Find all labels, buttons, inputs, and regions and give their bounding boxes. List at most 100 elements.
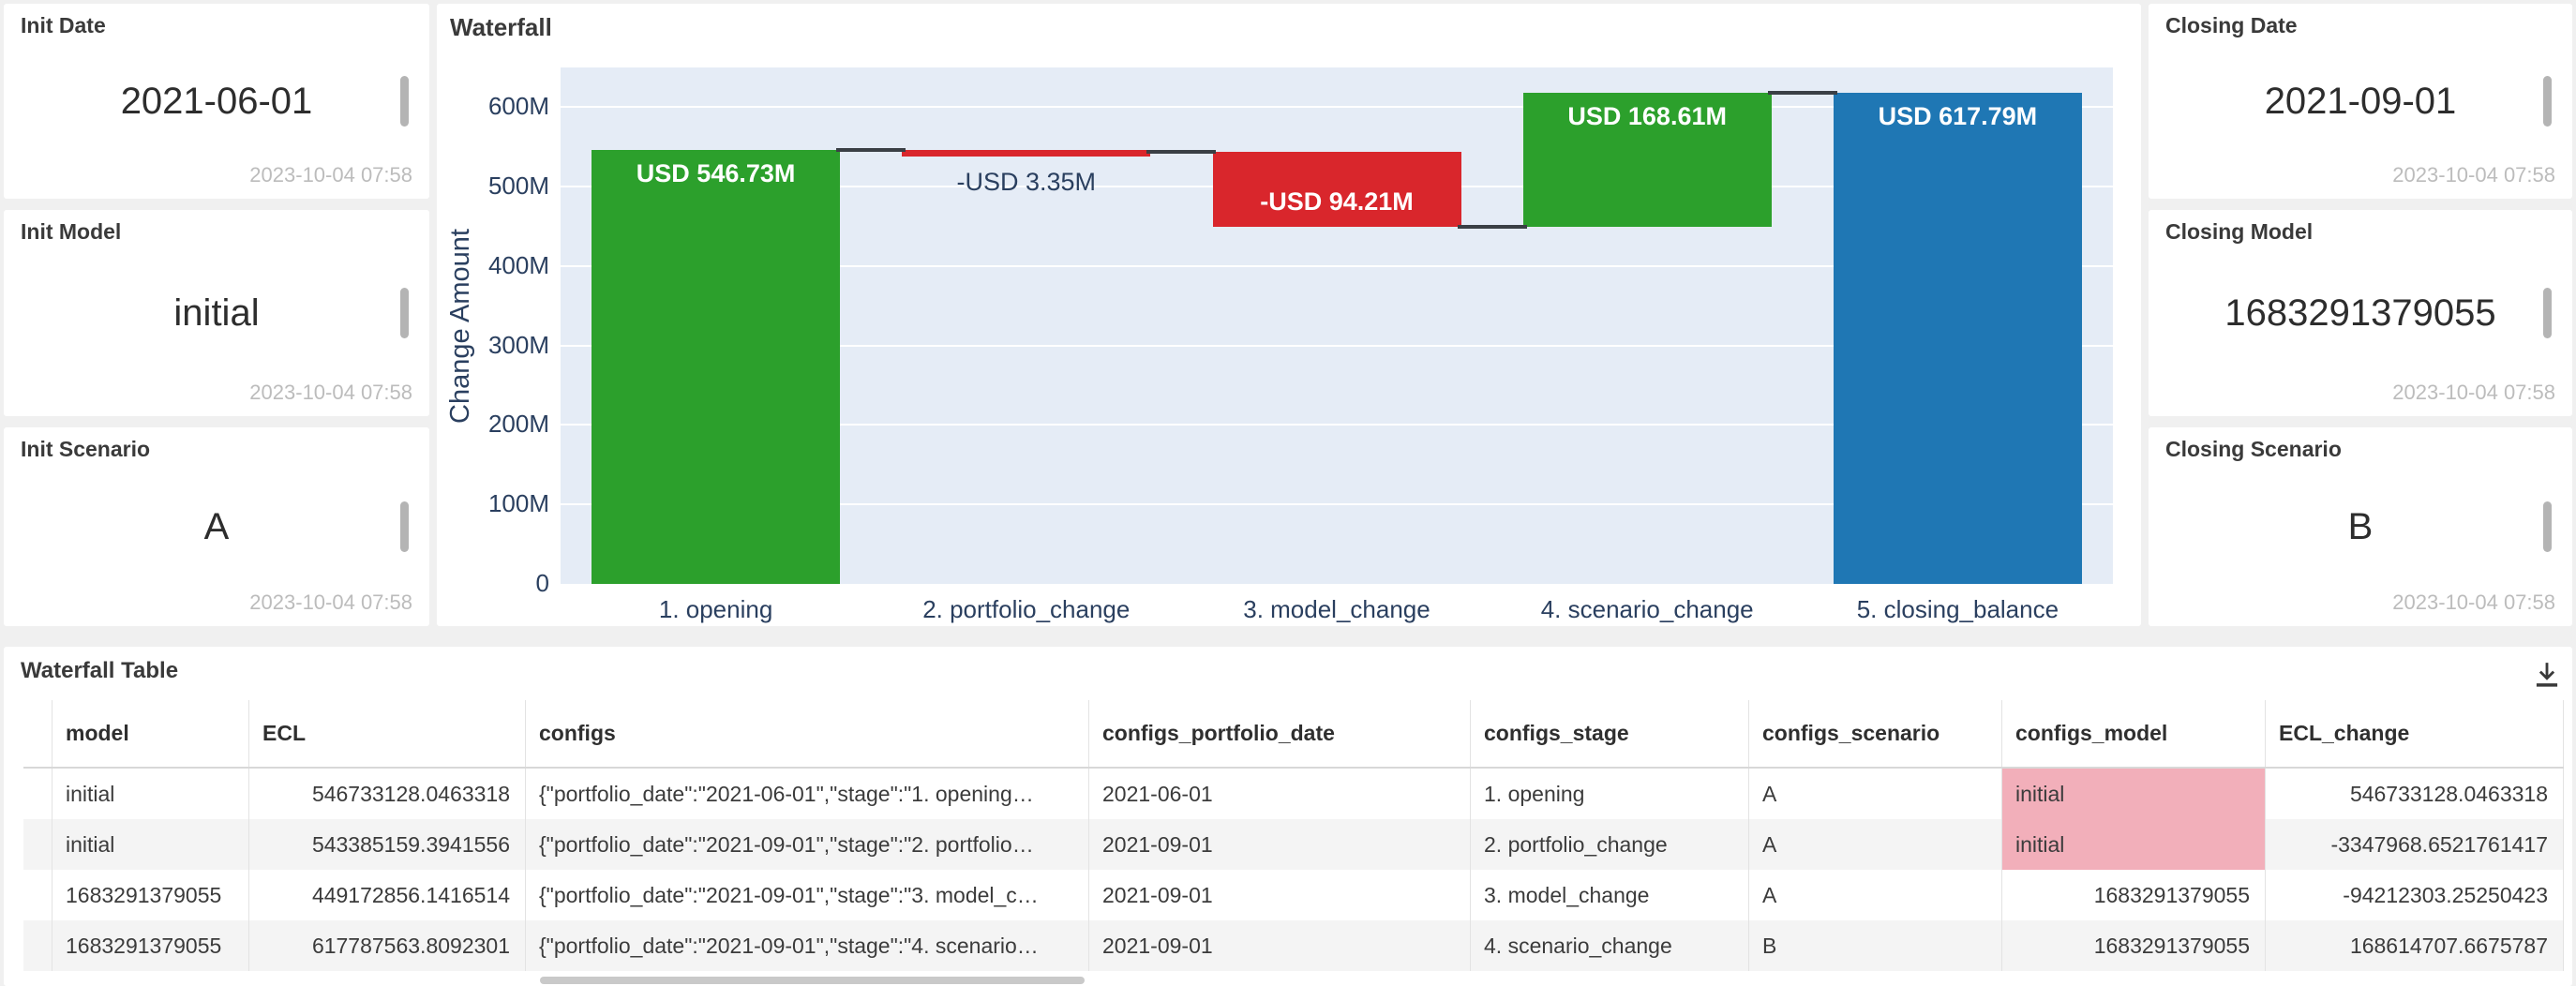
card-title: Init Scenario [21, 437, 151, 461]
card-init-scenario: Init Scenario A 2023-10-04 07:58 [4, 427, 429, 626]
table-cell[interactable]: 1. opening [1470, 769, 1748, 819]
column-header: ECL_change [2265, 700, 2564, 767]
x-tick-label: 1. opening [658, 595, 773, 623]
column-header: configs_model [2001, 700, 2265, 767]
table-cell[interactable]: {"portfolio_date":"2021-09-01","stage":"… [525, 920, 1088, 971]
table-row: 1683291379055 617787563.8092301 {"portfoli… [23, 920, 2564, 971]
table-cell[interactable]: 2021-09-01 [1088, 819, 1470, 870]
waterfall-plot-area[interactable]: USD 546.73M -USD 3.35M -USD 94.21M USD 168.… [561, 67, 2113, 584]
y-tick-label: 400M [487, 250, 549, 279]
table-cell[interactable]: 546733128.0463318 [2265, 769, 2564, 819]
counter-value: A [203, 505, 230, 547]
card-waterfall-chart: Waterfall Change Amount USD 546.73M -USD … [437, 4, 2141, 626]
table-cell[interactable]: 4. scenario_change [1470, 920, 1748, 971]
card-title: Closing Date [2165, 13, 2298, 37]
y-tick-label: 0 [535, 569, 549, 597]
table-row: initial 546733128.0463318 {"portfolio_date… [23, 769, 2564, 819]
waterfall-bar[interactable] [902, 149, 1151, 157]
bar-value-label: USD 168.61M [1567, 102, 1727, 131]
y-tick-label: 500M [487, 172, 549, 201]
refresh-timestamp: 2023-10-04 07:58 [249, 381, 412, 404]
column-header: ECL [248, 700, 525, 767]
row-spacer [23, 920, 52, 971]
card-closing-date: Closing Date 2021-09-01 2023-10-04 07:58 [2149, 4, 2572, 199]
table-cell[interactable]: initial [52, 769, 248, 819]
table-cell[interactable]: initial [52, 819, 248, 870]
table-cell[interactable]: -3347968.6521761417 [2265, 819, 2564, 870]
table-cell[interactable]: A [1748, 870, 2001, 920]
table-cell[interactable]: 168614707.6675787 [2265, 920, 2564, 971]
gridline [561, 344, 2113, 347]
scrollbar-thumb[interactable] [400, 501, 409, 552]
bar-value-label: -USD 94.21M [1260, 187, 1414, 217]
scrollbar-thumb[interactable] [400, 76, 409, 127]
counter-value: 2021-09-01 [2264, 80, 2457, 122]
waterfall-connector [836, 147, 906, 152]
table-cell[interactable]: 2021-06-01 [1088, 769, 1470, 819]
bar-value-label: -USD 3.35M [956, 167, 1097, 196]
refresh-timestamp: 2023-10-04 07:58 [2392, 381, 2555, 404]
card-init-date: Init Date 2021-06-01 2023-10-04 07:58 [4, 4, 429, 199]
card-waterfall-table: Waterfall Table model ECL configs configs_p… [4, 647, 2572, 986]
table-cell[interactable]: 617787563.8092301 [248, 920, 525, 971]
table-cell[interactable]: {"portfolio_date":"2021-06-01","stage":"… [525, 769, 1088, 819]
table-cell[interactable]: A [1748, 769, 2001, 819]
download-button[interactable] [2529, 656, 2565, 692]
card-closing-scenario: Closing Scenario B 2023-10-04 07:58 [2149, 427, 2572, 626]
table-cell[interactable]: 546733128.0463318 [248, 769, 525, 819]
table-cell[interactable]: initial [2001, 769, 2265, 819]
table-cell[interactable]: 2021-09-01 [1088, 870, 1470, 920]
table-row: 1683291379055 449172856.1416514 {"portfoli… [23, 870, 2564, 920]
table-cell[interactable]: 2021-09-01 [1088, 920, 1470, 971]
waterfall-connector [1767, 91, 1837, 96]
scrollbar-thumb[interactable] [2543, 76, 2552, 127]
download-icon [2536, 663, 2558, 687]
chart-title: Waterfall [450, 13, 552, 41]
column-header: configs_portfolio_date [1088, 700, 1470, 767]
counter-value: 1683291379055 [2224, 291, 2496, 334]
column-header: configs_scenario [1748, 700, 2001, 767]
table-cell[interactable]: {"portfolio_date":"2021-09-01","stage":"… [525, 870, 1088, 920]
table-cell[interactable]: A [1748, 819, 2001, 870]
table-cell[interactable]: 1683291379055 [52, 870, 248, 920]
waterfall-bar[interactable] [1833, 93, 2082, 584]
x-tick-label: 5. closing_balance [1856, 595, 2059, 623]
table-cell[interactable]: {"portfolio_date":"2021-09-01","stage":"… [525, 819, 1088, 870]
refresh-timestamp: 2023-10-04 07:58 [2392, 590, 2555, 614]
y-tick-label: 200M [487, 410, 549, 439]
waterfall-bar[interactable] [1522, 93, 1772, 228]
gridline [561, 503, 2113, 506]
row-spacer [23, 769, 52, 819]
table-cell[interactable]: 543385159.3941556 [248, 819, 525, 870]
waterfall-bar[interactable] [1212, 152, 1461, 228]
table-cell[interactable]: 3. model_change [1470, 870, 1748, 920]
table-cell[interactable]: 1683291379055 [52, 920, 248, 971]
waterfall-bar[interactable] [592, 149, 841, 584]
card-title: Init Date [21, 13, 106, 37]
waterfall-table: model ECL configs configs_portfolio_date con… [23, 700, 2564, 971]
horizontal-scrollbar[interactable] [540, 977, 1085, 984]
column-header: configs_stage [1470, 700, 1748, 767]
column-header: model [52, 700, 248, 767]
table-cell[interactable]: -94212303.25250423 [2265, 870, 2564, 920]
scrollbar-thumb[interactable] [2543, 501, 2552, 552]
table-cell[interactable]: 1683291379055 [2001, 870, 2265, 920]
table-cell[interactable]: 449172856.1416514 [248, 870, 525, 920]
row-spacer [23, 700, 52, 767]
counter-value: B [2347, 505, 2374, 547]
card-title: Closing Scenario [2165, 437, 2342, 461]
table-cell[interactable]: 1683291379055 [2001, 920, 2265, 971]
refresh-timestamp: 2023-10-04 07:58 [249, 163, 412, 187]
refresh-timestamp: 2023-10-04 07:58 [2392, 163, 2555, 187]
table-cell[interactable]: 2. portfolio_change [1470, 819, 1748, 870]
card-title: Init Model [21, 219, 122, 244]
gridline [561, 106, 2113, 109]
waterfall-connector [1457, 225, 1527, 230]
y-tick-label: 600M [487, 92, 549, 121]
table-cell[interactable]: B [1748, 920, 2001, 971]
table-cell[interactable]: initial [2001, 819, 2265, 870]
scrollbar-thumb[interactable] [2543, 288, 2552, 338]
scrollbar-thumb[interactable] [400, 288, 409, 338]
table-row: initial 543385159.3941556 {"portfolio_date… [23, 819, 2564, 870]
